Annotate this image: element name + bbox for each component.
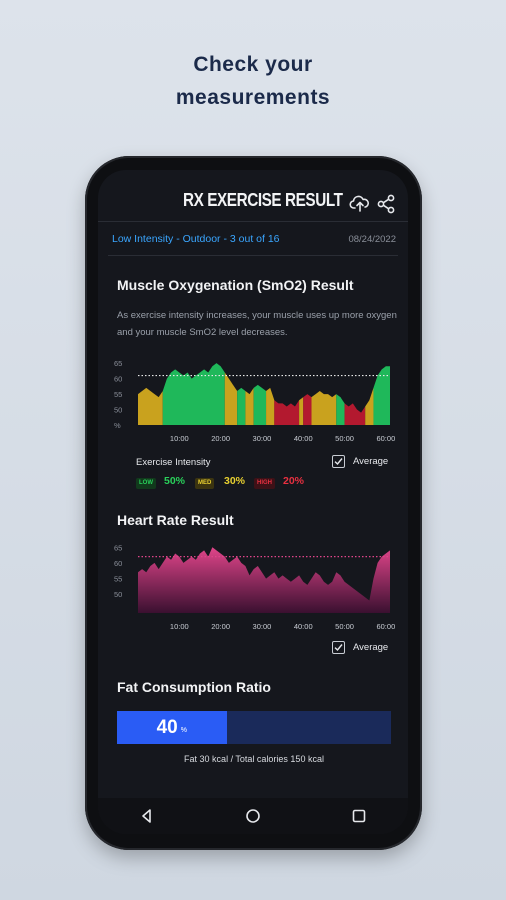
fat-ratio-bar: 40 % bbox=[117, 711, 391, 744]
zone-area-med bbox=[138, 387, 163, 425]
share-icon[interactable] bbox=[375, 193, 397, 215]
app-screen: RX EXERCISE RESULT Low Intensity - Outdo… bbox=[98, 170, 408, 834]
zone-area-med bbox=[245, 387, 254, 425]
med-percent: 30% bbox=[224, 475, 246, 487]
check-icon bbox=[334, 644, 343, 652]
check-icon bbox=[334, 458, 343, 466]
y-tick-label: 50 bbox=[114, 590, 122, 599]
zone-area-med bbox=[299, 397, 304, 425]
heart-rate-chart: 65 60 55 50 10:00 20:00 30:00 40:00 50:00 60:00 bbox=[112, 537, 398, 632]
heart-average-toggle[interactable]: Average bbox=[332, 641, 388, 654]
high-tag: HIGH bbox=[254, 478, 275, 489]
zone-area-high bbox=[274, 400, 300, 425]
x-tick-label: 40:00 bbox=[294, 622, 313, 631]
intensity-legend: Exercise Intensity LOW 50% MED 30% HIGH … bbox=[136, 457, 398, 493]
x-tick-label: 60:00 bbox=[376, 622, 395, 631]
zone-area-low bbox=[237, 387, 246, 425]
fat-caption: Fat 30 kcal / Total calories 150 kcal bbox=[184, 754, 324, 764]
x-tick-label: 60:00 bbox=[376, 434, 395, 443]
low-tag: LOW bbox=[136, 478, 156, 489]
y-tick-label: 60 bbox=[114, 559, 122, 568]
cloud-upload-icon[interactable] bbox=[349, 193, 371, 215]
zone-area-med bbox=[311, 391, 337, 425]
x-tick-label: 20:00 bbox=[211, 434, 230, 443]
x-tick-label: 10:00 bbox=[170, 622, 189, 631]
zone-area-low bbox=[336, 394, 345, 425]
headline-line-2: measurements bbox=[175, 86, 331, 109]
heart-rate-area bbox=[138, 547, 390, 613]
smo2-chart: 65 60 55 50% 10:00 20:00 30:00 40:00 50:00 60:00 bbox=[112, 353, 398, 445]
heart-rate-chart-svg: 65 60 55 50 10:00 20:00 30:00 40:00 50:00 60:00 bbox=[114, 543, 395, 631]
y-tick-label: 65 bbox=[114, 359, 122, 368]
x-tick-label: 30:00 bbox=[253, 622, 272, 631]
y-tick-label: 65 bbox=[114, 543, 122, 552]
x-tick-label: 40:00 bbox=[294, 434, 313, 443]
high-percent: 20% bbox=[283, 475, 305, 487]
x-tick-label: 20:00 bbox=[211, 622, 230, 631]
heart-average-label: Average bbox=[353, 642, 389, 653]
recents-icon[interactable] bbox=[350, 807, 368, 825]
fat-ratio-unit: % bbox=[180, 727, 187, 734]
y-tick-label: 50 bbox=[114, 406, 122, 415]
zone-area-med bbox=[365, 387, 374, 425]
zone-area-low bbox=[162, 363, 225, 425]
zone-area-high bbox=[344, 403, 366, 425]
app-header: RX EXERCISE RESULT bbox=[98, 170, 408, 222]
fat-ratio-fill: 40 % bbox=[117, 711, 227, 744]
smo2-description: As exercise intensity increases, your mu… bbox=[117, 310, 397, 338]
session-info[interactable]: Low Intensity - Outdoor - 3 out of 16 bbox=[112, 233, 280, 245]
heart-rate-title: Heart Rate Result bbox=[117, 512, 234, 528]
y-tick-label: 60 bbox=[114, 375, 122, 384]
smo2-average-label: Average bbox=[353, 456, 389, 467]
session-bar: Low Intensity - Outdoor - 3 out of 16 08… bbox=[108, 222, 398, 256]
med-tag: MED bbox=[195, 478, 215, 489]
zone-area-med bbox=[224, 372, 238, 425]
x-tick-label: 50:00 bbox=[335, 434, 354, 443]
zone-area-low bbox=[373, 366, 390, 425]
intensity-legend-title: Exercise Intensity bbox=[136, 457, 211, 468]
heart-average-checkbox[interactable] bbox=[332, 641, 345, 654]
system-nav-bar bbox=[98, 798, 408, 834]
y-tick-label: 55 bbox=[114, 575, 122, 584]
smo2-chart-svg: 65 60 55 50% 10:00 20:00 30:00 40:00 50:00 60:00 bbox=[114, 359, 395, 443]
zone-area-high bbox=[303, 394, 312, 425]
fat-ratio-title: Fat Consumption Ratio bbox=[117, 679, 271, 695]
fat-ratio-value: 40 bbox=[156, 716, 178, 738]
y-tick-label: % bbox=[114, 421, 121, 430]
low-percent: 50% bbox=[164, 475, 186, 487]
headline-line-1: Check your bbox=[193, 53, 313, 76]
x-tick-label: 30:00 bbox=[253, 434, 272, 443]
page-title: RX EXERCISE RESULT bbox=[183, 190, 343, 210]
smo2-title: Muscle Oxygenation (SmO2) Result bbox=[117, 277, 354, 293]
smo2-average-checkbox[interactable] bbox=[332, 455, 345, 468]
y-tick-label: 55 bbox=[114, 390, 122, 399]
promo-headline: Check your measurements bbox=[0, 48, 506, 114]
back-icon[interactable] bbox=[138, 807, 156, 825]
session-date: 08/24/2022 bbox=[348, 234, 396, 245]
zone-area-med bbox=[266, 387, 275, 425]
smo2-average-toggle[interactable]: Average bbox=[332, 455, 388, 468]
x-tick-label: 50:00 bbox=[335, 622, 354, 631]
zone-area-low bbox=[253, 384, 267, 425]
home-icon[interactable] bbox=[244, 807, 262, 825]
x-tick-label: 10:00 bbox=[170, 434, 189, 443]
